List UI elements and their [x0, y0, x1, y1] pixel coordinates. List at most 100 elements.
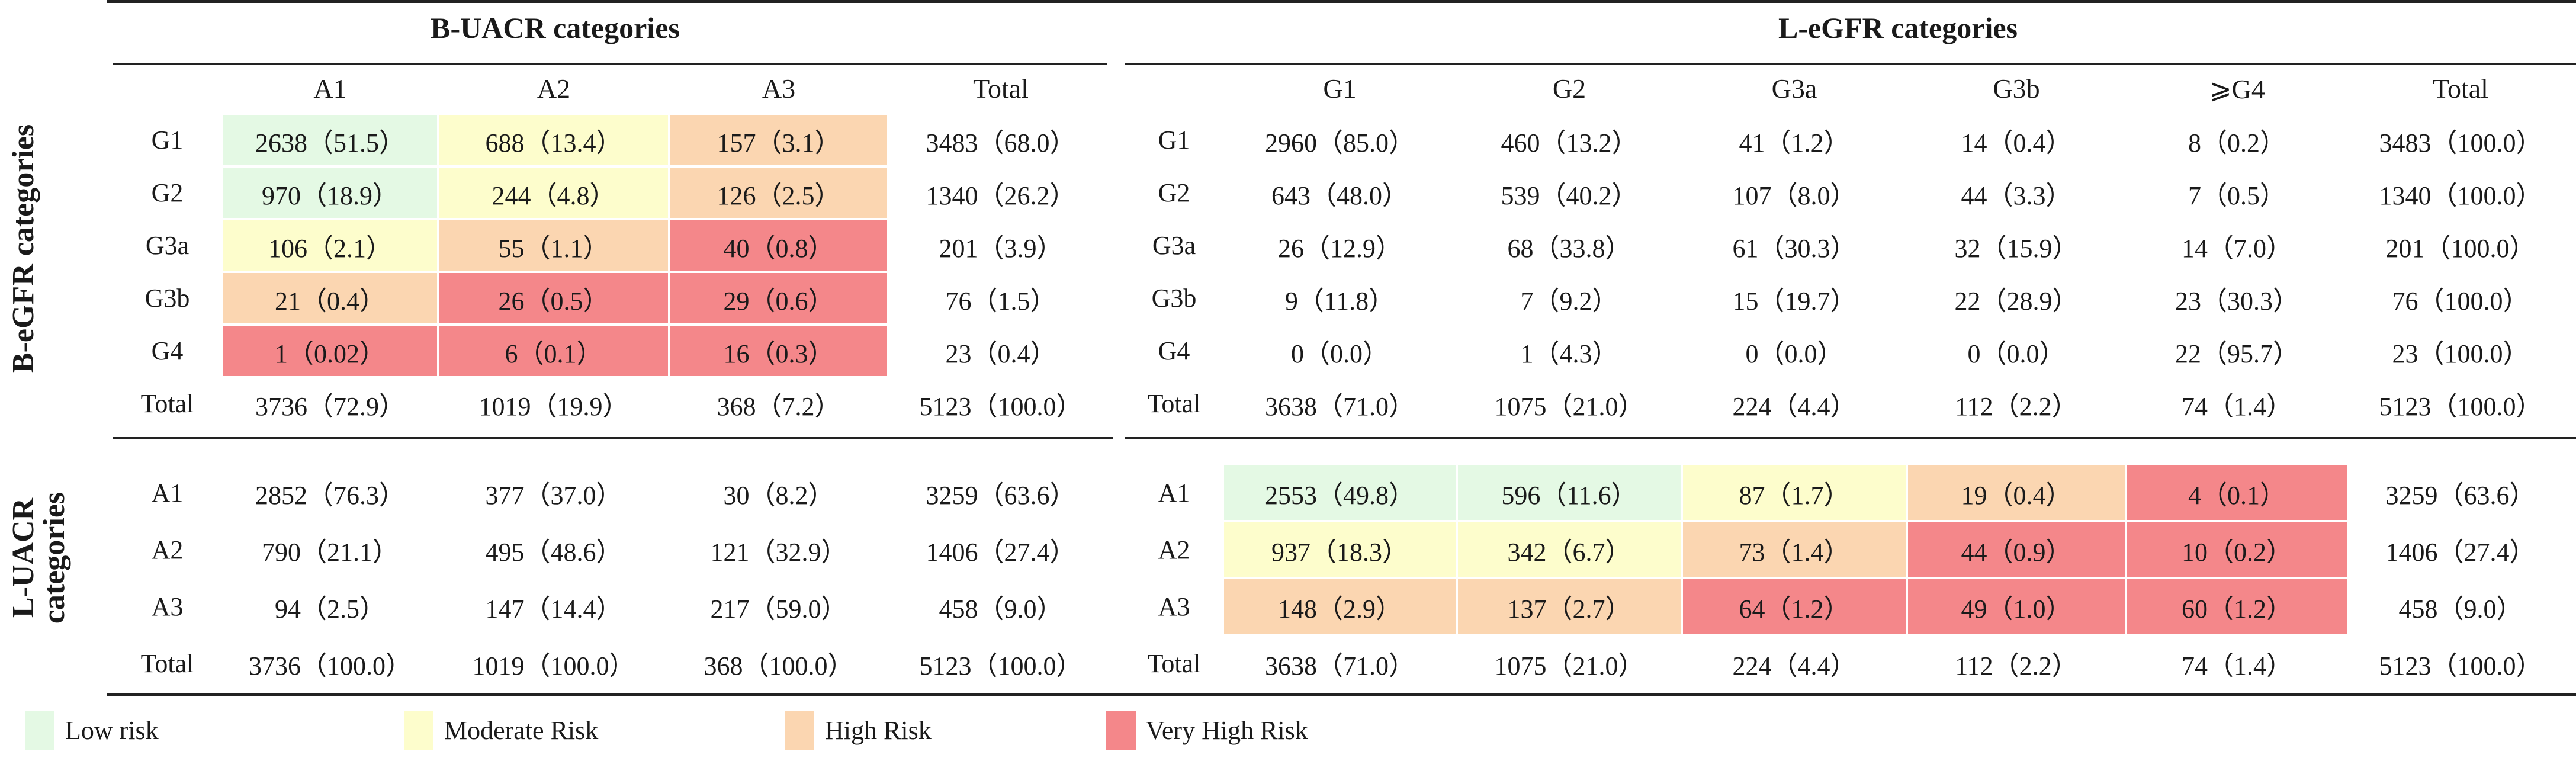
right-top-cell: 23（100.0）: [2392, 339, 2529, 368]
right-bottom-cell: 2553（49.8）: [1265, 481, 1415, 510]
l-uacr-group-label-line2: categories: [37, 492, 71, 624]
right-bottom-risk-cell: [1683, 579, 1906, 634]
left-top-risk-cell: [223, 115, 437, 165]
left-bottom-cell: 1019（100.0）: [472, 651, 635, 680]
right-bottom-cell: 44（0.9）: [1961, 538, 2072, 567]
right-col-header-5: Total: [2433, 73, 2488, 104]
left-top-cell: 157（3.1）: [717, 128, 841, 158]
right-bottom-risk-cell: [1458, 579, 1681, 634]
left-top-cell: 244（4.8）: [492, 181, 616, 210]
right-top-cell: 74（1.4）: [2182, 391, 2292, 421]
left-bottom-row-label: Total: [140, 648, 194, 678]
right-col-header-1: G2: [1552, 73, 1586, 104]
left-top-cell: 55（1.1）: [498, 233, 609, 263]
left-top-cell: 1（0.02）: [275, 339, 386, 368]
left-mid-rule: [113, 437, 1113, 439]
left-top-cell: 40（0.8）: [723, 233, 834, 263]
left-bottom-cell: 147（14.4）: [485, 595, 622, 624]
left-top-cell: 1019（19.9）: [478, 391, 629, 421]
right-top-cell: 3483（100.0）: [2379, 128, 2542, 158]
left-top-risk-cell: [670, 115, 887, 165]
right-col-header-2: G3a: [1771, 73, 1817, 104]
left-top-cell: 3483（68.0）: [926, 128, 1076, 158]
right-bottom-cell: 148（2.9）: [1278, 595, 1402, 624]
right-col-header-4: ⩾G4: [2209, 73, 2265, 104]
right-top-cell: 5123（100.0）: [2379, 391, 2542, 421]
left-bottom-cell: 5123（100.0）: [919, 651, 1083, 680]
right-bottom-cell: 937（18.3）: [1271, 538, 1408, 567]
right-bottom-cell: 1406（27.4）: [2385, 538, 2536, 567]
left-top-row-label: G3b: [144, 284, 190, 313]
left-top-cell: 368（7.2）: [717, 391, 841, 421]
left-bottom-row-label: A2: [151, 535, 184, 564]
left-bottom-cell: 790（21.1）: [262, 538, 399, 567]
left-top-cell: 1340（26.2）: [926, 181, 1076, 210]
right-bottom-row-label: A3: [1158, 592, 1190, 621]
right-top-cell: 26（12.9）: [1278, 233, 1402, 263]
legend-label-very_high: Very High Risk: [1146, 715, 1308, 745]
left-top-cell: 3736（72.9）: [255, 391, 405, 421]
right-top-cell: 61（30.3）: [1732, 233, 1856, 263]
left-top-title: B-UACR categories: [431, 11, 680, 44]
right-bottom-risk-cell: [1458, 522, 1681, 577]
left-top-risk-cell: [670, 220, 887, 271]
left-bottom-cell: 368（100.0）: [704, 651, 854, 680]
right-top-cell: 7（0.5）: [2188, 181, 2286, 210]
right-bottom-row-label: A1: [1158, 478, 1190, 508]
right-top-cell: 460（13.2）: [1501, 128, 1638, 158]
right-bottom-cell: 5123（100.0）: [2379, 651, 2542, 680]
left-top-row-label: G2: [151, 178, 184, 207]
right-top-cell: 41（1.2）: [1739, 128, 1850, 158]
left-top-cell: 2638（51.5）: [255, 128, 405, 158]
right-bottom-cell: 73（1.4）: [1739, 538, 1850, 567]
b-egfr-group-label: B-eGFR categories: [7, 124, 40, 374]
legend-swatch-moderate: [404, 711, 433, 750]
left-top-risk-cell: [223, 168, 437, 218]
right-top-cell: 1075（21.0）: [1494, 391, 1644, 421]
right-top-cell: 14（0.4）: [1961, 128, 2072, 158]
right-bottom-cell: 1075（21.0）: [1494, 651, 1644, 680]
right-top-cell: 32（15.9）: [1954, 233, 2079, 263]
legend-swatch-high: [785, 711, 814, 750]
right-bottom-cell: 458（9.0）: [2398, 595, 2523, 624]
left-top-cell: 201（3.9）: [939, 233, 1063, 263]
legend-label-high: High Risk: [825, 715, 932, 745]
right-top-cell: 0（0.0）: [1967, 339, 2066, 368]
right-bottom-cell: 3638（71.0）: [1265, 651, 1415, 680]
left-top-cell: 26（0.5）: [498, 286, 609, 316]
right-top-row-label: Total: [1147, 389, 1201, 418]
right-top-cell: 68（33.8）: [1507, 233, 1631, 263]
right-col-header-0: G1: [1323, 73, 1357, 104]
right-bottom-cell: 19（0.4）: [1961, 481, 2072, 510]
left-top-cell: 106（2.1）: [268, 233, 392, 263]
right-bottom-cell: 3259（63.6）: [2385, 481, 2536, 510]
left-top-cell: 6（0.1）: [505, 339, 603, 368]
right-bottom-risk-cell: [2127, 465, 2347, 520]
right-bottom-cell: 112（2.2）: [1955, 651, 2078, 680]
left-top-cell: 21（0.4）: [275, 286, 386, 316]
left-top-cell: 5123（100.0）: [919, 391, 1083, 421]
left-top-cell: 23（0.4）: [945, 339, 1056, 368]
left-title-rule: [113, 63, 1107, 65]
left-top-risk-cell: [439, 115, 668, 165]
left-col-header-a3: A3: [762, 73, 796, 104]
right-bottom-cell: 4（0.1）: [2188, 481, 2286, 510]
right-top-cell: 539（40.2）: [1501, 181, 1638, 210]
left-bottom-cell: 495（48.6）: [485, 538, 622, 567]
left-top-row-label: G3a: [145, 231, 189, 260]
left-top-risk-cell: [223, 220, 437, 271]
left-top-risk-cell: [439, 326, 668, 376]
l-uacr-group-label-line1: L-UACR: [7, 497, 40, 618]
left-bottom-cell: 217（59.0）: [710, 595, 847, 624]
left-top-row-label: Total: [140, 389, 194, 418]
right-top-row-label: G2: [1158, 178, 1190, 207]
left-top-risk-cell: [223, 273, 437, 323]
right-top-cell: 1（4.3）: [1520, 339, 1618, 368]
left-top-row-label: G1: [151, 126, 184, 155]
left-bottom-cell: 94（2.5）: [275, 595, 386, 624]
legend-swatch-low: [25, 711, 54, 750]
right-mid-rule: [1125, 437, 2576, 439]
right-col-header-3: G3b: [1993, 73, 2040, 104]
left-col-header-total: Total: [973, 73, 1029, 104]
right-top-row-label: G3a: [1152, 231, 1196, 260]
